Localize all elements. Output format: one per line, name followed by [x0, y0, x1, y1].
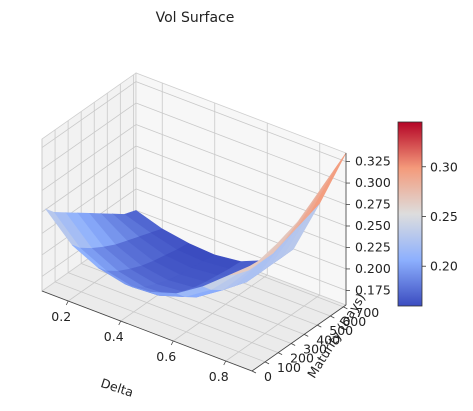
colorbar: 0.20 0.25 0.30 — [397, 121, 458, 307]
x-axis-line — [41, 290, 253, 372]
x-tick-label: 0.6 — [156, 349, 176, 364]
x-tick — [118, 320, 122, 326]
grid-line — [41, 145, 137, 213]
grid-line — [135, 81, 347, 162]
grid-line — [135, 124, 347, 205]
x-axis: 0.2 0.4 0.6 0.8 — [41, 290, 253, 384]
grid-line — [41, 124, 137, 191]
y-tick-label: 100 — [277, 360, 301, 375]
colorbar-gradient — [397, 121, 423, 307]
z-tick-label: 0.175 — [355, 282, 391, 297]
grid-line — [135, 102, 347, 184]
z-tick-label: 0.250 — [355, 218, 391, 233]
x-tick — [65, 300, 69, 306]
z-tick-label: 0.200 — [355, 261, 391, 276]
y-tick — [317, 324, 322, 328]
y-tick — [330, 315, 335, 319]
x-tick — [223, 360, 227, 366]
z-tick-label: 0.225 — [355, 239, 391, 254]
x-tick — [170, 340, 174, 346]
grid-line — [41, 102, 137, 170]
y-tick-label: 700 — [355, 305, 379, 320]
z-tick-label: 0.275 — [355, 197, 391, 212]
x-tick-label: 0.8 — [209, 369, 229, 384]
grid-line — [135, 188, 347, 270]
grid-line — [41, 81, 137, 148]
y-tick-label: 500 — [329, 323, 353, 338]
grid-line — [67, 272, 279, 354]
y-tick — [290, 343, 296, 346]
y-tick-label: 600 — [342, 314, 366, 329]
colorbar-tick-label: 0.30 — [430, 159, 458, 174]
x-tick-label: 0.4 — [104, 329, 124, 344]
y-tick — [264, 361, 270, 365]
y-tick — [343, 306, 348, 310]
grid-line — [54, 281, 266, 363]
z-axis: 0.175 0.200 0.225 0.250 0.275 0.300 0.325 — [345, 153, 391, 305]
y-tick — [251, 370, 257, 374]
x-tick-label: 0.2 — [51, 309, 71, 324]
y-tick-label: 0 — [264, 369, 272, 384]
z-tick-label: 0.325 — [355, 154, 391, 169]
y-tick-label: 200 — [290, 351, 314, 366]
z-tick-label: 0.300 — [355, 175, 391, 190]
vol-surface — [45, 152, 347, 298]
grid-line — [135, 167, 347, 248]
colorbar-tick-label: 0.20 — [430, 259, 458, 274]
chart-title: Vol Surface — [156, 10, 235, 26]
y-tick-label: 400 — [316, 332, 340, 347]
surface-patch — [229, 257, 264, 276]
x-axis-label: Delta — [99, 375, 135, 400]
y-tick-label: 300 — [303, 342, 327, 357]
y-tick — [277, 352, 283, 356]
y-tick — [304, 333, 309, 337]
colorbar-tick-label: 0.25 — [430, 209, 458, 224]
grid-line — [135, 210, 347, 291]
